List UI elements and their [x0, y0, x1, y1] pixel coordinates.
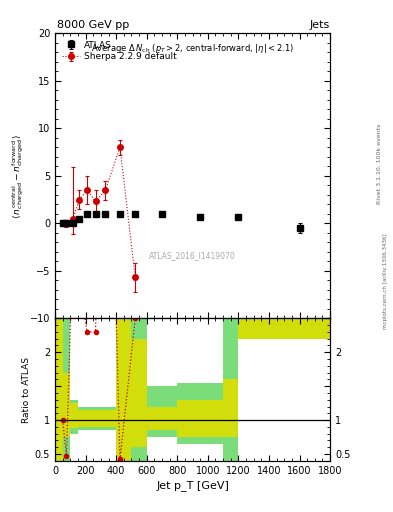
- Text: Jets: Jets: [309, 19, 329, 30]
- Text: mcplots.cern.ch [arXiv:1306.3436]: mcplots.cern.ch [arXiv:1306.3436]: [384, 234, 388, 329]
- Legend: ATLAS, Sherpa 2.2.9 default: ATLAS, Sherpa 2.2.9 default: [59, 38, 179, 64]
- Text: Average $\Delta\,N_{\rm ch}$ ($p_T>2$, central-forward, $|\eta|<2.1$): Average $\Delta\,N_{\rm ch}$ ($p_T>2$, c…: [91, 42, 294, 55]
- Text: ATLAS_2016_I1419070: ATLAS_2016_I1419070: [149, 251, 236, 260]
- Text: 8000 GeV pp: 8000 GeV pp: [57, 19, 129, 30]
- Text: Rivet 3.1.10, 100k events: Rivet 3.1.10, 100k events: [377, 124, 382, 204]
- X-axis label: Jet p_T [GeV]: Jet p_T [GeV]: [156, 480, 229, 490]
- Y-axis label: $\langle\,n^{\rm central}_{\rm charged} - n^{\rm forward}_{\rm charged}\,\rangle: $\langle\,n^{\rm central}_{\rm charged} …: [10, 133, 26, 219]
- Y-axis label: Ratio to ATLAS: Ratio to ATLAS: [22, 356, 31, 422]
